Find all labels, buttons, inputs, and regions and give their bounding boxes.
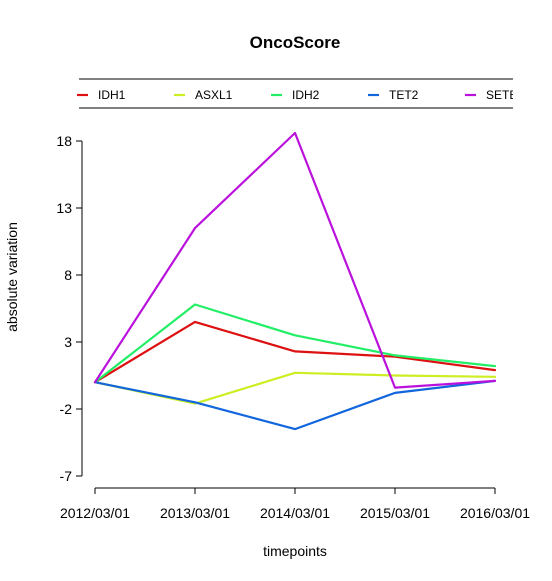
legend-label: IDH2 [292,88,320,102]
y-tick-label: 13 [56,200,72,216]
series-line-setbp1 [93,131,497,389]
chart-title: OncoScore [250,33,341,52]
legend-label: IDH1 [98,88,126,102]
plot-area [93,131,497,431]
x-tick-label: 2015/03/01 [360,505,430,521]
series-line-idh2 [93,303,497,384]
legend-label: TET2 [389,88,419,102]
x-axis-label: timepoints [263,543,327,559]
y-axis-label: absolute variation [4,222,20,332]
y-axis: 18 13 8 3 -2 -7 [56,133,83,484]
y-tick-label: -2 [60,401,73,417]
series-line-tet2 [93,379,497,431]
y-tick-label: 18 [56,133,72,149]
x-tick-label: 2014/03/01 [260,505,330,521]
x-tick-label: 2012/03/01 [60,505,130,521]
series-line-idh1 [93,320,497,384]
x-axis: 2012/03/01 2013/03/01 2014/03/01 2015/03/01… [60,487,530,521]
x-tick-label: 2013/03/01 [160,505,230,521]
y-tick-label: -7 [60,468,73,484]
y-tick-label: 8 [64,267,72,283]
y-tick-label: 3 [64,334,72,350]
legend: IDH1 ASXL1 IDH2 TET2 SETBP1 [77,78,532,109]
x-tick-label: 2016/03/01 [460,505,530,521]
legend-label: SETBP1 [486,88,532,102]
legend-label: ASXL1 [195,88,233,102]
